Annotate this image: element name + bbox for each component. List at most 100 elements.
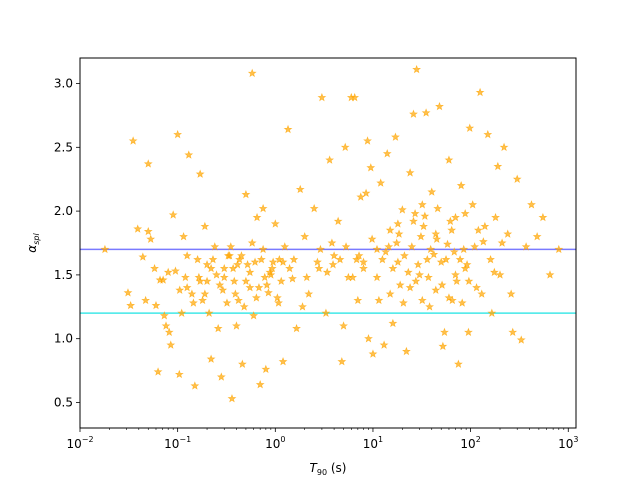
y-tick-label: 0.5 <box>54 395 73 409</box>
data-point <box>405 168 415 177</box>
data-point <box>451 212 460 222</box>
data-point <box>133 224 143 233</box>
data-point <box>337 357 347 366</box>
data-point <box>187 289 197 298</box>
data-point <box>440 327 449 337</box>
data-point <box>460 209 470 218</box>
data-point <box>250 257 260 266</box>
y-tick-label: 1.5 <box>54 268 73 282</box>
data-point <box>329 251 339 260</box>
data-point <box>243 260 253 269</box>
x-tick-label: 10−1 <box>164 435 191 451</box>
data-point <box>459 244 469 254</box>
data-point <box>354 251 364 260</box>
data-point <box>168 210 178 219</box>
data-point <box>527 200 536 209</box>
data-point <box>302 272 312 282</box>
data-point <box>491 212 500 222</box>
data-point <box>372 244 382 254</box>
data-point <box>263 288 273 297</box>
data-point <box>141 295 151 305</box>
y-tick-label: 2.0 <box>54 204 73 218</box>
data-point <box>268 257 278 266</box>
data-point <box>200 221 210 231</box>
data-point <box>435 101 444 111</box>
data-point <box>219 272 229 282</box>
data-point <box>304 289 314 298</box>
data-point <box>516 335 526 344</box>
data-point <box>444 293 454 302</box>
data-point <box>438 341 448 351</box>
data-point <box>473 225 483 235</box>
data-point <box>159 311 169 320</box>
data-point <box>227 394 237 403</box>
data-point <box>314 263 324 273</box>
data-point <box>554 244 564 254</box>
data-point <box>208 254 218 264</box>
data-point <box>532 231 542 241</box>
data-point <box>426 244 436 254</box>
data-point <box>190 381 200 390</box>
data-point <box>377 254 387 264</box>
data-point <box>212 270 221 279</box>
data-point <box>413 260 423 269</box>
data-point <box>258 203 268 213</box>
data-point <box>419 221 429 231</box>
data-point <box>175 285 185 294</box>
data-point <box>278 357 288 366</box>
data-point <box>460 263 470 273</box>
data-point <box>457 298 467 307</box>
data-point <box>218 285 228 294</box>
data-point <box>339 321 348 330</box>
x-tick-label: 100 <box>265 435 285 451</box>
data-point <box>239 302 249 311</box>
data-point <box>179 231 189 241</box>
data-point <box>361 188 371 198</box>
data-point <box>384 242 394 251</box>
data-point <box>445 216 455 226</box>
data-point <box>401 346 411 356</box>
data-point <box>280 242 290 251</box>
data-point <box>424 272 433 282</box>
data-point <box>416 231 426 241</box>
data-point <box>420 211 430 220</box>
data-point <box>309 203 319 213</box>
data-point <box>368 349 378 358</box>
data-point <box>100 244 110 254</box>
data-point <box>417 200 427 209</box>
data-point <box>493 161 503 171</box>
data-point <box>350 92 360 102</box>
data-point <box>374 295 384 305</box>
data-point <box>247 238 257 247</box>
data-point <box>359 263 368 273</box>
data-point <box>251 293 261 302</box>
data-point <box>394 229 404 238</box>
data-point <box>449 247 459 256</box>
data-point <box>395 280 405 289</box>
data-point <box>363 136 372 145</box>
data-point <box>295 184 305 194</box>
data-point <box>411 276 421 286</box>
data-point <box>184 150 194 159</box>
data-point <box>230 289 240 298</box>
data-point <box>241 276 251 286</box>
data-point <box>495 270 505 279</box>
data-point <box>274 298 284 307</box>
data-point <box>333 216 343 226</box>
data-point <box>283 124 293 134</box>
data-point <box>173 129 183 139</box>
data-point <box>171 266 180 275</box>
data-point <box>335 254 345 264</box>
data-point <box>444 155 454 164</box>
data-point <box>503 229 513 238</box>
x-tick-label: 103 <box>558 435 578 451</box>
data-point <box>254 283 264 292</box>
data-point <box>237 251 246 260</box>
data-point <box>405 283 415 292</box>
data-point <box>388 263 398 273</box>
data-point <box>353 295 363 305</box>
data-point <box>247 68 257 78</box>
data-point <box>288 274 297 283</box>
data-point <box>422 254 432 264</box>
